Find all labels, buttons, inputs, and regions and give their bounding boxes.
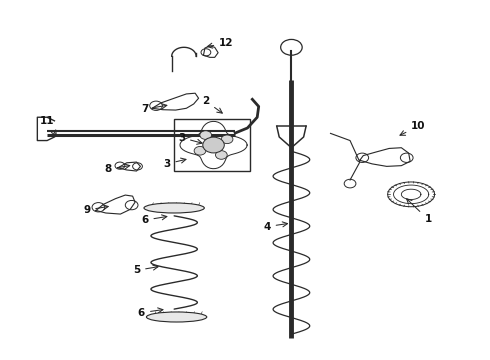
Text: 2: 2: [202, 96, 222, 113]
Text: 9: 9: [83, 205, 108, 215]
Text: 8: 8: [104, 164, 130, 174]
Text: 1: 1: [407, 199, 432, 224]
Text: 11: 11: [40, 116, 56, 135]
Circle shape: [200, 131, 212, 139]
Text: 5: 5: [133, 265, 158, 275]
Text: 4: 4: [263, 222, 288, 231]
Ellipse shape: [147, 312, 207, 322]
Text: 3: 3: [163, 158, 186, 169]
Text: 10: 10: [400, 121, 426, 135]
Text: 6: 6: [141, 215, 167, 225]
Ellipse shape: [144, 203, 204, 213]
Circle shape: [203, 137, 224, 153]
Text: 12: 12: [207, 38, 234, 48]
Text: 6: 6: [138, 308, 163, 318]
Text: 7: 7: [142, 104, 167, 114]
Circle shape: [194, 147, 206, 155]
Circle shape: [221, 135, 233, 144]
Circle shape: [216, 151, 227, 159]
Text: 3: 3: [178, 133, 202, 144]
